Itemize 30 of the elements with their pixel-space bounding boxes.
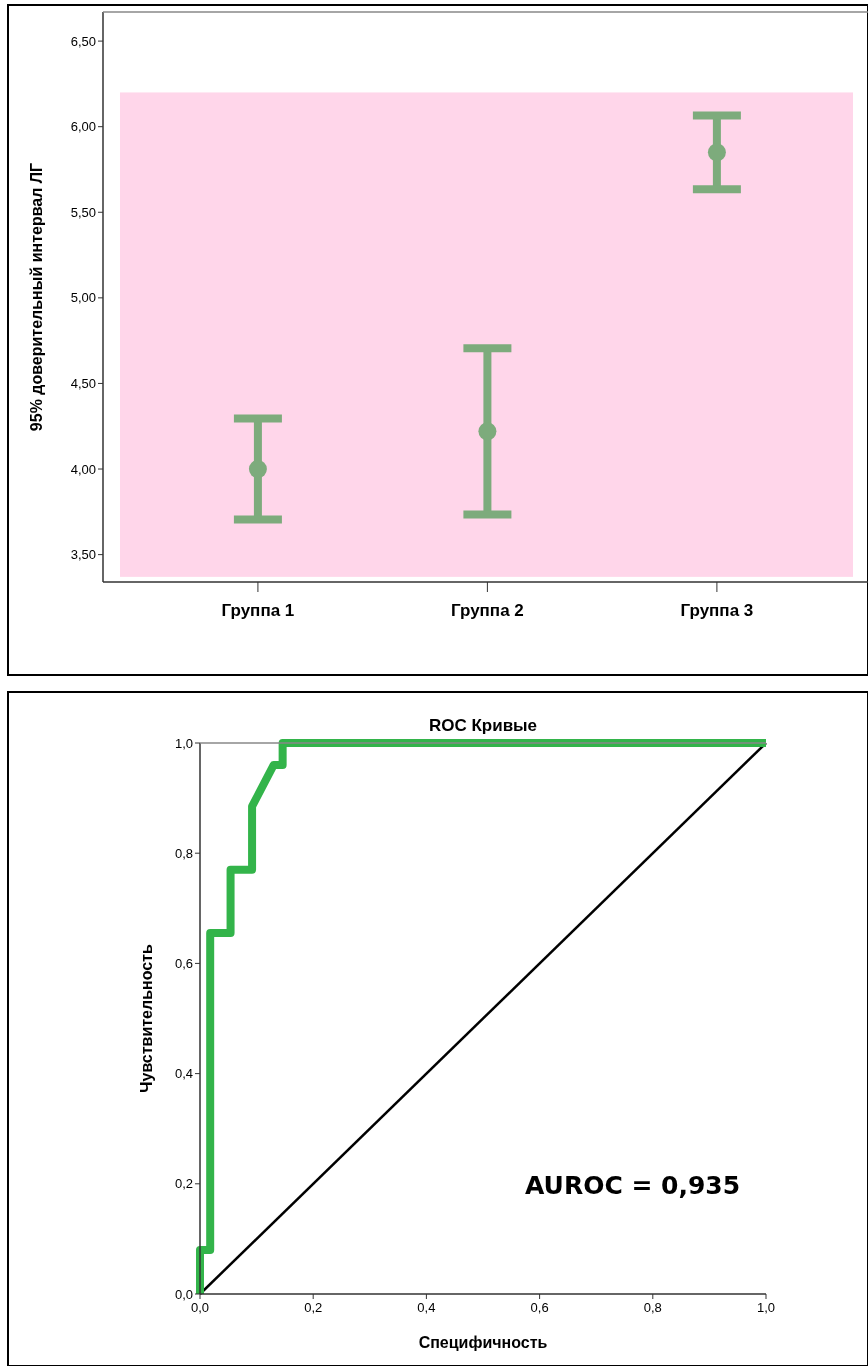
y-tick-label: 1,0 xyxy=(174,735,193,751)
x-tick-label: 0,2 xyxy=(304,1300,323,1315)
y-tick-label: 0,8 xyxy=(174,845,193,861)
y-tick-label: 0,4 xyxy=(174,1066,193,1082)
annotation: AUROC = 0,935 xyxy=(525,1171,741,1200)
x-tick-label: 0,4 xyxy=(417,1300,436,1315)
y-axis-title: 95% доверительный интервал ЛГ xyxy=(28,162,45,432)
x-tick-label: 0,0 xyxy=(190,1300,210,1315)
y-tick-label: 3,50 xyxy=(70,547,96,563)
x-tick-label: 0,8 xyxy=(643,1300,662,1315)
y-tick-label: 0,6 xyxy=(174,955,193,971)
x-tick-label: 0,6 xyxy=(530,1300,549,1315)
x-tick-label: Группа 1 xyxy=(221,601,295,620)
y-tick-label: 6,00 xyxy=(70,119,96,135)
chart-title: ROC Кривые xyxy=(428,716,538,735)
x-tick-label: 1,0 xyxy=(756,1300,776,1315)
x-tick-label: Группа 3 xyxy=(680,601,754,620)
y-tick-label: 0,0 xyxy=(174,1286,193,1302)
y-tick-label: 4,50 xyxy=(70,375,96,391)
y-tick-label: 4,00 xyxy=(70,461,96,477)
x-tick-label: Группа 2 xyxy=(451,601,524,620)
point xyxy=(478,422,497,441)
x-axis-title: Специфичность xyxy=(418,1334,548,1351)
y-axis-title: Чувствительность xyxy=(138,944,155,1093)
point xyxy=(707,143,726,162)
point xyxy=(248,460,267,479)
y-tick-label: 5,50 xyxy=(70,204,96,220)
y-tick-label: 0,2 xyxy=(174,1176,193,1192)
y-tick-label: 5,00 xyxy=(70,290,96,306)
y-tick-label: 6,50 xyxy=(70,33,96,49)
